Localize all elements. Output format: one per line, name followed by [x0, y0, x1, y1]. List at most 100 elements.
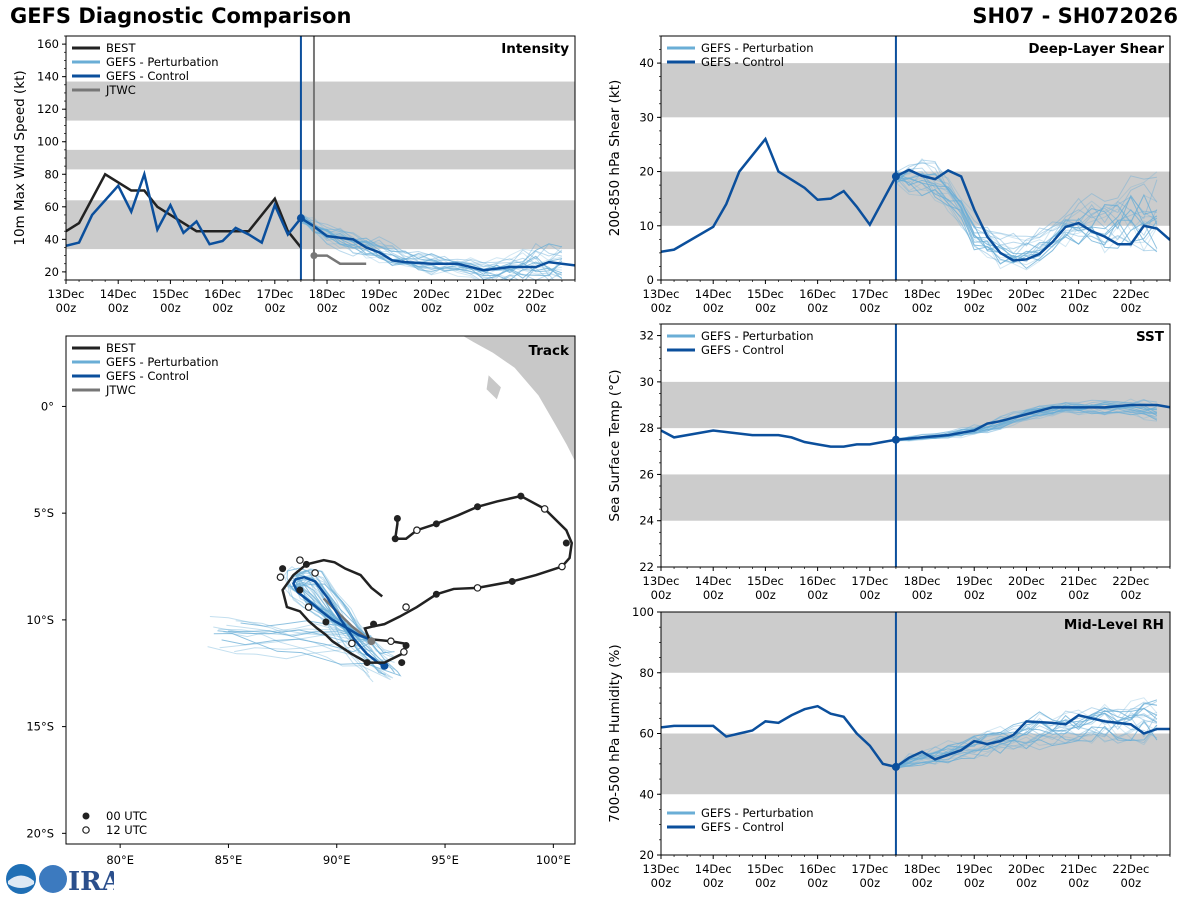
intensity-ytick-label: 160: [37, 37, 59, 51]
sst-xtick-label: 16Dec: [799, 574, 836, 588]
rh-xtick-label: 20Dec: [1008, 862, 1045, 876]
sst-xtick-hour: 00z: [912, 588, 933, 602]
track-best-12utc-marker: [402, 603, 410, 611]
intensity-xtick-hour: 00z: [108, 301, 129, 315]
track-best-12utc-marker: [387, 637, 395, 646]
intensity-panel: 2040608010012014016013Dec00z14Dec00z15De…: [12, 35, 576, 315]
shear-xtick-label: 15Dec: [747, 287, 784, 301]
sst-ytick-label: 28: [639, 421, 654, 435]
track-best-12utc-marker: [400, 648, 408, 656]
intensity-ytick-label: 40: [44, 232, 59, 246]
shear-xtick-label: 19Dec: [956, 287, 993, 301]
intensity-xtick-label: 17Dec: [256, 287, 293, 301]
shear-ytick-label: 30: [639, 110, 654, 124]
sst-xtick-label: 21Dec: [1060, 574, 1097, 588]
shear-band-1: [661, 63, 1170, 118]
shear-xtick-label: 17Dec: [851, 287, 888, 301]
track-best-00utc-marker: [562, 539, 570, 547]
shear-perturbation-member-7: [895, 162, 1158, 238]
shear-ylabel: 200-850 hPa Shear (kt): [607, 80, 623, 237]
sst-xtick-hour: 00z: [1016, 588, 1037, 602]
sst-perturbation-member-3: [895, 409, 1158, 442]
sst-xtick-label: 14Dec: [695, 574, 732, 588]
intensity-ytick-label: 120: [37, 102, 59, 116]
shear-perturbation-member-3: [895, 177, 1158, 264]
rh-perturbation-member-10: [895, 720, 1158, 769]
intensity-ytick-label: 60: [44, 200, 59, 214]
intensity-jtwc-marker: [310, 252, 318, 260]
track-best-00utc-marker: [517, 492, 525, 500]
intensity-perturbation-member-15: [300, 220, 563, 273]
intensity-band-2: [66, 81, 575, 121]
shear-xtick-label: 18Dec: [904, 287, 941, 301]
intensity-perturbation-member-5: [300, 217, 563, 280]
shear-xtick-hour: 00z: [651, 301, 672, 315]
rh-xtick-hour: 00z: [912, 876, 933, 890]
track-best-00utc-marker: [296, 586, 304, 594]
track-frame: [65, 335, 576, 845]
sst-ytick-label: 24: [639, 514, 654, 528]
track-best-00utc-marker: [432, 520, 440, 528]
globe-icon: [39, 865, 67, 893]
sst-ytick-label: 32: [639, 329, 654, 343]
rh-xtick-label: 22Dec: [1112, 862, 1149, 876]
sst-title: SST: [1136, 329, 1165, 345]
track-best-00utc-marker: [508, 577, 516, 585]
intensity-xtick-label: 13Dec: [48, 287, 85, 301]
track-best-12utc-marker: [311, 569, 319, 577]
shear-xtick-hour: 00z: [755, 301, 776, 315]
intensity-xtick-label: 14Dec: [100, 287, 137, 301]
shear-perturbation-member-16: [895, 167, 1158, 246]
track-best-00utc-marker: [474, 503, 482, 511]
sst-xtick-hour: 00z: [807, 588, 828, 602]
shear-legend-label-perturbation: GEFS - Perturbation: [701, 41, 814, 55]
sst-perturbation-member-4: [895, 399, 1157, 441]
rh-legend-label-perturbation: GEFS - Perturbation: [701, 806, 814, 820]
sst-xtick-label: 20Dec: [1008, 574, 1045, 588]
rh-perturbation-member-14: [895, 718, 1158, 766]
shear-xtick-label: 21Dec: [1060, 287, 1097, 301]
track-perturbation-member-20: [207, 585, 372, 678]
track-best-12utc-marker: [348, 639, 356, 648]
intensity-perturbation-member-17: [300, 214, 563, 268]
track-panel: 80°E 85°E 90°E 95°E 100°E 0° 5°S 10°S 15°S 20°S Tr…: [26, 335, 576, 867]
rh-perturbation-member-7: [895, 700, 1158, 767]
rh-control-line: [661, 704, 1170, 769]
track-ytick-label: 5°S: [34, 506, 54, 520]
intensity-legend-label-jtwc: JTWC: [105, 83, 136, 97]
rh-xtick-hour: 00z: [859, 876, 880, 890]
shear-xtick-hour: 00z: [912, 301, 933, 315]
rh-perturbation-member-16: [895, 711, 1158, 768]
intensity-xtick-hour: 00z: [212, 301, 233, 315]
shear-xtick-hour: 00z: [703, 301, 724, 315]
rh-panel: 2040608010013Dec00z14Dec00z15Dec00z16Dec…: [607, 605, 1171, 890]
intensity-xtick-hour: 00z: [526, 301, 547, 315]
track-best-12utc-marker: [276, 573, 285, 581]
intensity-xtick-label: 21Dec: [465, 287, 502, 301]
intensity-xtick-label: 15Dec: [152, 287, 189, 301]
cira-logo: IRA: [6, 864, 114, 896]
sst-xtick-label: 22Dec: [1112, 574, 1149, 588]
intensity-perturbation-member-13: [300, 215, 563, 268]
rh-ytick-label: 40: [639, 787, 654, 801]
intensity-ytick-label: 140: [37, 70, 59, 84]
intensity-ytick-label: 20: [44, 265, 59, 279]
shear-control-line: [661, 136, 1170, 262]
track-best-line: [281, 494, 574, 664]
track-legend-label-jtwc: JTWC: [105, 383, 136, 397]
track-legend-label-control: GEFS - Control: [106, 369, 189, 383]
rh-legend-label-control: GEFS - Control: [701, 820, 784, 834]
rh-xtick-hour: 00z: [807, 876, 828, 890]
shear-perturbation-member-0: [895, 168, 1158, 258]
shear-xtick-label: 16Dec: [799, 287, 836, 301]
rh-perturbation-member-3: [895, 707, 1158, 766]
intensity-ytick-label: 80: [44, 167, 59, 181]
track-best-00utc-marker: [370, 620, 378, 628]
shear-title: Deep-Layer Shear: [1028, 41, 1164, 57]
shear-perturbation-member-9: [895, 178, 1158, 270]
track-legend-label-best: BEST: [106, 341, 136, 355]
track-legend-12utc-label: 12 UTC: [106, 823, 147, 837]
intensity-ytick-label: 100: [37, 135, 59, 149]
sst-panel: 22242628303213Dec00z14Dec00z15Dec00z16De…: [607, 323, 1171, 602]
